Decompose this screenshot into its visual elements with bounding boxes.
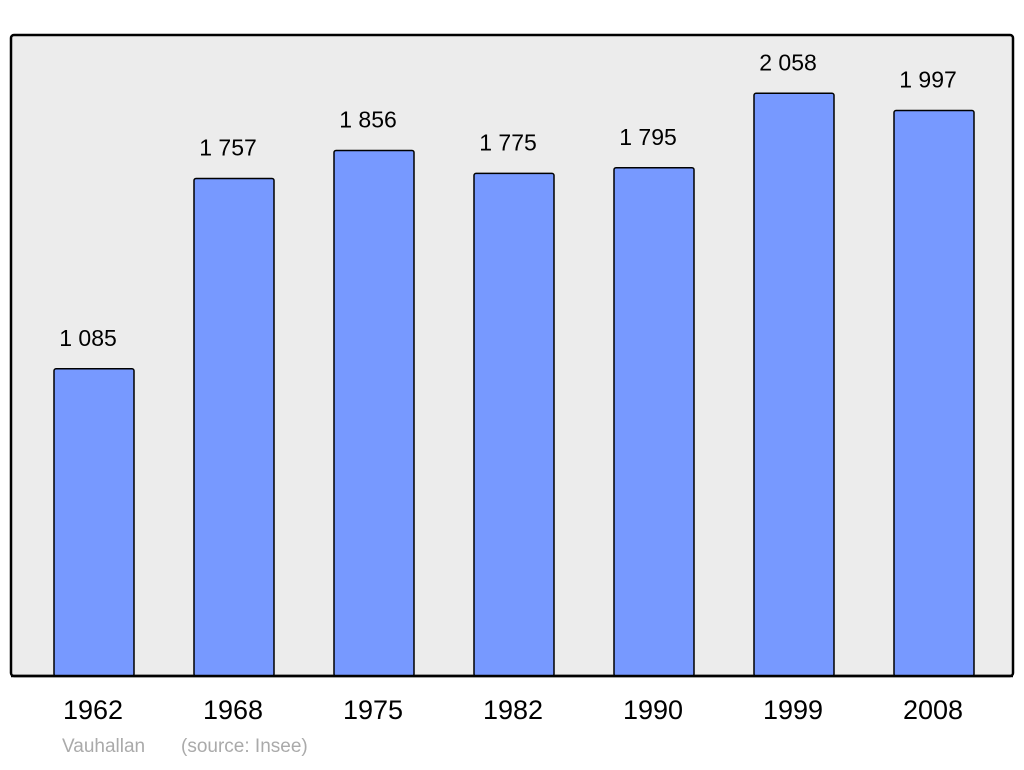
value-label: 1 856: [339, 107, 397, 133]
x-tick-label: 1968: [203, 695, 263, 725]
value-label: 1 757: [199, 135, 257, 161]
value-label: 1 795: [619, 124, 677, 150]
value-label: 1 085: [59, 325, 117, 351]
x-tick-label: 1990: [623, 695, 683, 725]
x-tick-label: 1999: [763, 695, 823, 725]
bar: [613, 166, 695, 677]
bar: [893, 109, 975, 677]
value-label: 2 058: [759, 49, 817, 75]
value-label: 1 997: [899, 67, 957, 93]
bar: [193, 177, 275, 677]
value-label: 1 775: [479, 129, 537, 155]
x-tick-label: 2008: [903, 695, 963, 725]
bar: [753, 92, 835, 677]
x-tick-label: 1982: [483, 695, 543, 725]
x-tick-label: 1975: [343, 695, 403, 725]
bar: [53, 368, 135, 677]
bar: [473, 172, 555, 677]
place-name: Vauhallan: [62, 736, 145, 757]
x-tick-label: 1962: [63, 695, 123, 725]
bar: [333, 149, 415, 677]
source-note: (source: Insee): [181, 736, 308, 757]
